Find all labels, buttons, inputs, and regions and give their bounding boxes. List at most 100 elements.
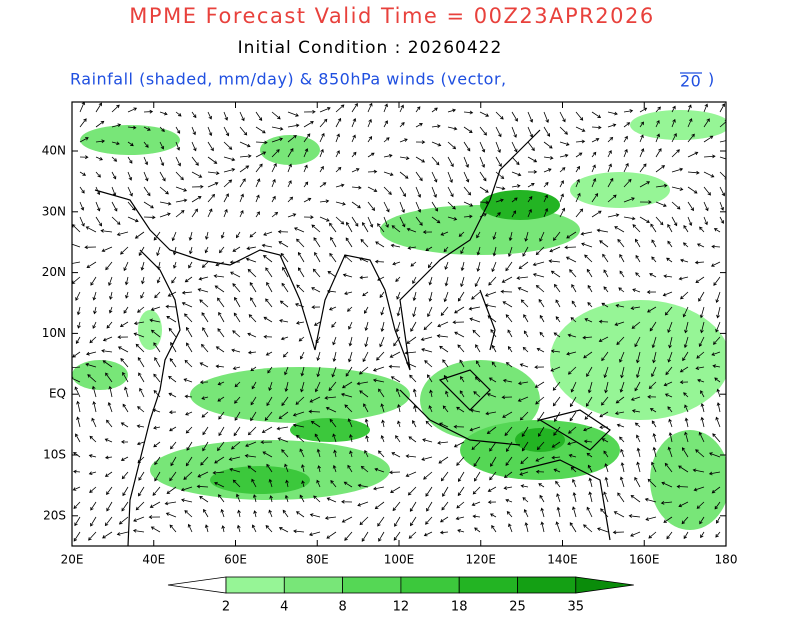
wind-vector [668,336,673,349]
wind-vector [153,425,161,430]
wind-vector [441,501,449,511]
wind-vector [383,201,390,213]
wind-vector [587,301,593,308]
wind-vector [249,231,257,238]
wind-vector [415,171,423,182]
wind-vector [132,528,145,533]
wind-vector [436,334,449,338]
wind-vector [538,426,545,437]
wind-vector [376,351,385,361]
wind-vector [72,486,81,491]
wind-vector [159,156,165,167]
wind-vector [439,516,449,523]
wind-vector [351,185,362,190]
wind-vector [505,362,513,368]
wind-vector [215,261,225,267]
wind-vector [537,411,545,422]
wind-vector [335,183,345,188]
wind-vector [154,291,161,299]
wind-vector [600,508,609,518]
wind-vector [617,238,625,248]
wind-vector [287,213,297,218]
wind-vector [415,186,422,198]
wind-vector [250,396,257,406]
wind-vector [188,246,193,255]
wind-vector [361,531,369,542]
wind-vector [347,418,353,428]
wind-vector [223,179,233,188]
wind-vector [680,258,689,263]
wind-vector [319,132,325,143]
wind-vector [651,420,657,428]
wind-vector [121,501,129,512]
wind-vector [170,441,177,450]
wind-vector [335,150,340,158]
wind-vector [268,478,273,488]
wind-vector [218,411,225,420]
colorbar-box [342,576,402,594]
wind-vector [223,141,233,150]
colorbar-triangle [575,576,634,594]
wind-vector [281,396,289,407]
wind-vector [180,486,193,492]
wind-vector [667,321,673,333]
wind-vector [703,135,714,143]
wind-vector [328,381,337,392]
wind-vector [479,156,486,168]
wind-vector [427,306,433,318]
wind-vector [143,201,154,209]
wind-vector [207,208,213,218]
wind-vector [392,501,401,512]
wind-vector [247,465,257,473]
wind-vector [79,137,89,143]
wind-vector [567,366,577,375]
wind-vector [671,167,684,173]
wind-vector [111,171,117,180]
wind-vector [363,403,369,413]
wind-vector [508,231,513,242]
wind-vector [543,111,549,123]
wind-vector [367,201,376,211]
wind-vector [651,461,657,473]
wind-vector [332,433,337,443]
wind-vector [559,126,568,135]
wind-vector [90,516,97,527]
wind-vector [680,291,689,300]
colorbar: 2 4 8 12 18 25 35 [167,576,634,615]
wind-vector [495,212,501,218]
wind-vector [559,153,569,158]
wind-vector [175,141,181,151]
wind-vector [90,501,97,511]
wind-vector [395,321,401,333]
wind-vector [153,373,161,383]
wind-vector [399,138,408,143]
wind-vector [650,223,657,233]
wind-vector [153,342,161,353]
wind-vector [271,211,279,218]
wind-vector [639,181,651,188]
wind-vector [383,171,394,177]
wind-vector [343,254,353,263]
wind-vector [431,171,438,183]
wind-vector [236,231,241,239]
wind-vector [89,336,97,344]
wind-vector [341,516,353,523]
wind-vector [447,186,454,198]
colorbar-box [517,576,577,594]
wind-vector [217,381,225,386]
wind-vector [184,313,193,323]
wind-vector [343,481,353,488]
wind-vector [396,306,401,317]
wind-vector [349,450,353,458]
wind-vector [316,366,321,378]
wind-vector [138,471,145,481]
wind-vector [601,396,609,406]
wind-vector [239,154,252,159]
wind-vector [444,261,449,270]
wind-vector [460,246,465,255]
wind-vector [316,479,321,488]
wind-vector [201,343,209,353]
wind-vector [694,260,705,265]
wind-vector [440,306,449,317]
wind-vector [488,377,497,383]
